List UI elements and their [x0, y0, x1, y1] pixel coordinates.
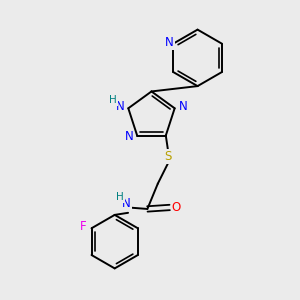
Text: N: N — [178, 100, 188, 113]
Text: H: H — [116, 192, 124, 202]
Text: N: N — [165, 36, 174, 49]
Text: H: H — [109, 95, 117, 105]
Text: S: S — [164, 150, 172, 164]
Text: F: F — [80, 220, 86, 233]
Text: O: O — [172, 201, 181, 214]
Text: N: N — [124, 130, 133, 142]
Text: N: N — [116, 100, 124, 113]
Text: N: N — [122, 197, 131, 210]
